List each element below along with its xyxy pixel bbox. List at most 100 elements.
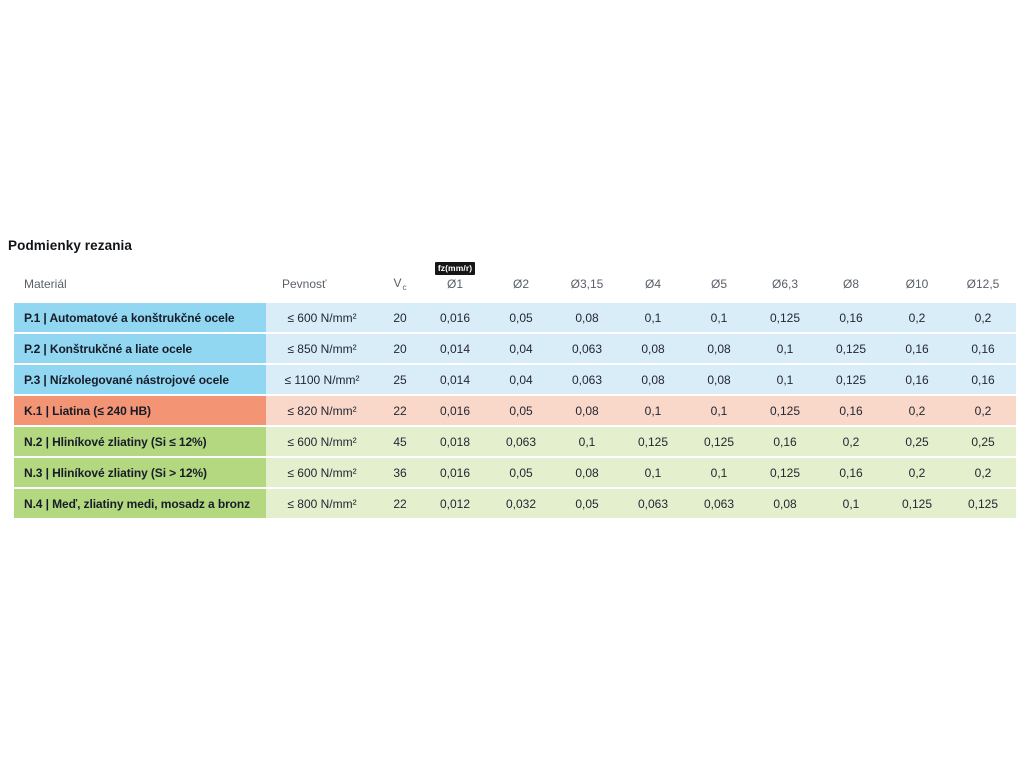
fz-cell: 0,125 (818, 334, 884, 363)
fz-cell: 0,16 (884, 365, 950, 394)
material-cell: P.2 | Konštrukčné a liate ocele (14, 334, 266, 363)
fz-cell: 0,16 (950, 334, 1016, 363)
cutting-conditions-section: Podmienky rezania Materiál Pevnosť Vc fz… (8, 238, 1018, 520)
fz-cell: 0,08 (554, 303, 620, 332)
vc-cell: 20 (378, 303, 422, 332)
fz-cell: 0,2 (884, 303, 950, 332)
fz-cell: 0,1 (818, 489, 884, 518)
fz-cell: 0,063 (620, 489, 686, 518)
vc-cell: 36 (378, 458, 422, 487)
fz-cell: 0,032 (488, 489, 554, 518)
table-row: N.4 | Meď, zliatiny medi, mosadz a bronz… (14, 489, 1016, 518)
fz-cell: 0,05 (554, 489, 620, 518)
material-cell: P.1 | Automatové a konštrukčné ocele (14, 303, 266, 332)
column-header-d6-3: Ø6,3 (771, 277, 798, 291)
fz-cell: 0,1 (752, 365, 818, 394)
pevnost-cell: ≤ 850 N/mm² (266, 334, 378, 363)
fz-cell: 0,1 (686, 303, 752, 332)
fz-cell: 0,2 (950, 458, 1016, 487)
fz-cell: 0,16 (818, 396, 884, 425)
table-row: N.3 | Hliníkové zliatiny (Si > 12%) ≤ 60… (14, 458, 1016, 487)
table-row: P.2 | Konštrukčné a liate ocele ≤ 850 N/… (14, 334, 1016, 363)
fz-cell: 0,1 (686, 458, 752, 487)
column-header-vc: Vc (378, 276, 422, 293)
fz-cell: 0,1 (620, 396, 686, 425)
fz-cell: 0,063 (686, 489, 752, 518)
column-header-material: Materiál (24, 277, 67, 291)
fz-cell: 0,16 (818, 458, 884, 487)
cutting-conditions-table: Materiál Pevnosť Vc fz(mm/r) Ø1 Ø2 Ø3,15… (14, 262, 1016, 518)
fz-cell: 0,1 (752, 334, 818, 363)
fz-unit-badge: fz(mm/r) (434, 262, 476, 275)
fz-cell: 0,018 (422, 427, 488, 456)
fz-cell: 0,125 (950, 489, 1016, 518)
fz-cell: 0,125 (818, 365, 884, 394)
fz-cell: 0,1 (620, 303, 686, 332)
fz-cell: 0,016 (422, 396, 488, 425)
fz-cell: 0,2 (950, 396, 1016, 425)
fz-cell: 0,08 (752, 489, 818, 518)
table-header-row: Materiál Pevnosť Vc fz(mm/r) Ø1 Ø2 Ø3,15… (14, 262, 1016, 293)
column-header-d3-15: Ø3,15 (570, 277, 604, 291)
d1-label: Ø1 (446, 277, 463, 291)
material-cell: N.2 | Hliníkové zliatiny (Si ≤ 12%) (14, 427, 266, 456)
fz-cell: 0,063 (488, 427, 554, 456)
fz-cell: 0,125 (752, 303, 818, 332)
vc-cell: 20 (378, 334, 422, 363)
fz-cell: 0,08 (686, 334, 752, 363)
fz-cell: 0,1 (686, 396, 752, 425)
pevnost-cell: ≤ 820 N/mm² (266, 396, 378, 425)
fz-cell: 0,08 (686, 365, 752, 394)
column-header-d2: Ø2 (512, 277, 529, 291)
vc-cell: 22 (378, 489, 422, 518)
fz-cell: 0,05 (488, 303, 554, 332)
fz-cell: 0,014 (422, 334, 488, 363)
fz-cell: 0,1 (554, 427, 620, 456)
fz-cell: 0,125 (884, 489, 950, 518)
fz-cell: 0,125 (686, 427, 752, 456)
column-header-pevnost: Pevnosť (282, 277, 327, 291)
column-header-d1: fz(mm/r) Ø1 (422, 262, 488, 291)
fz-cell: 0,1 (620, 458, 686, 487)
table-row: N.2 | Hliníkové zliatiny (Si ≤ 12%) ≤ 60… (14, 427, 1016, 456)
fz-cell: 0,16 (752, 427, 818, 456)
fz-cell: 0,2 (950, 303, 1016, 332)
vc-cell: 22 (378, 396, 422, 425)
table-row: P.1 | Automatové a konštrukčné ocele ≤ 6… (14, 303, 1016, 332)
page-title: Podmienky rezania (8, 238, 132, 253)
table-row: P.3 | Nízkolegované nástrojové ocele ≤ 1… (14, 365, 1016, 394)
fz-cell: 0,2 (884, 396, 950, 425)
fz-cell: 0,08 (554, 396, 620, 425)
table-row: K.1 | Liatina (≤ 240 HB) ≤ 820 N/mm² 22 … (14, 396, 1016, 425)
fz-cell: 0,16 (950, 365, 1016, 394)
fz-cell: 0,125 (752, 396, 818, 425)
fz-cell: 0,08 (554, 458, 620, 487)
vc-cell: 25 (378, 365, 422, 394)
material-cell: N.4 | Meď, zliatiny medi, mosadz a bronz (14, 489, 266, 518)
column-header-d8: Ø8 (842, 277, 859, 291)
material-cell: N.3 | Hliníkové zliatiny (Si > 12%) (14, 458, 266, 487)
fz-cell: 0,05 (488, 396, 554, 425)
pevnost-cell: ≤ 600 N/mm² (266, 458, 378, 487)
vc-subscript: c (402, 283, 407, 292)
column-header-d10: Ø10 (905, 277, 929, 291)
fz-cell: 0,016 (422, 458, 488, 487)
fz-cell: 0,04 (488, 334, 554, 363)
pevnost-cell: ≤ 600 N/mm² (266, 303, 378, 332)
fz-cell: 0,16 (818, 303, 884, 332)
fz-cell: 0,16 (884, 334, 950, 363)
fz-cell: 0,016 (422, 303, 488, 332)
fz-cell: 0,08 (620, 334, 686, 363)
fz-cell: 0,012 (422, 489, 488, 518)
fz-cell: 0,2 (818, 427, 884, 456)
fz-cell: 0,125 (752, 458, 818, 487)
vc-cell: 45 (378, 427, 422, 456)
material-cell: P.3 | Nízkolegované nástrojové ocele (14, 365, 266, 394)
fz-cell: 0,063 (554, 365, 620, 394)
fz-cell: 0,04 (488, 365, 554, 394)
fz-cell: 0,125 (620, 427, 686, 456)
vc-label: Vc (393, 276, 407, 293)
fz-cell: 0,014 (422, 365, 488, 394)
pevnost-cell: ≤ 800 N/mm² (266, 489, 378, 518)
material-cell: K.1 | Liatina (≤ 240 HB) (14, 396, 266, 425)
